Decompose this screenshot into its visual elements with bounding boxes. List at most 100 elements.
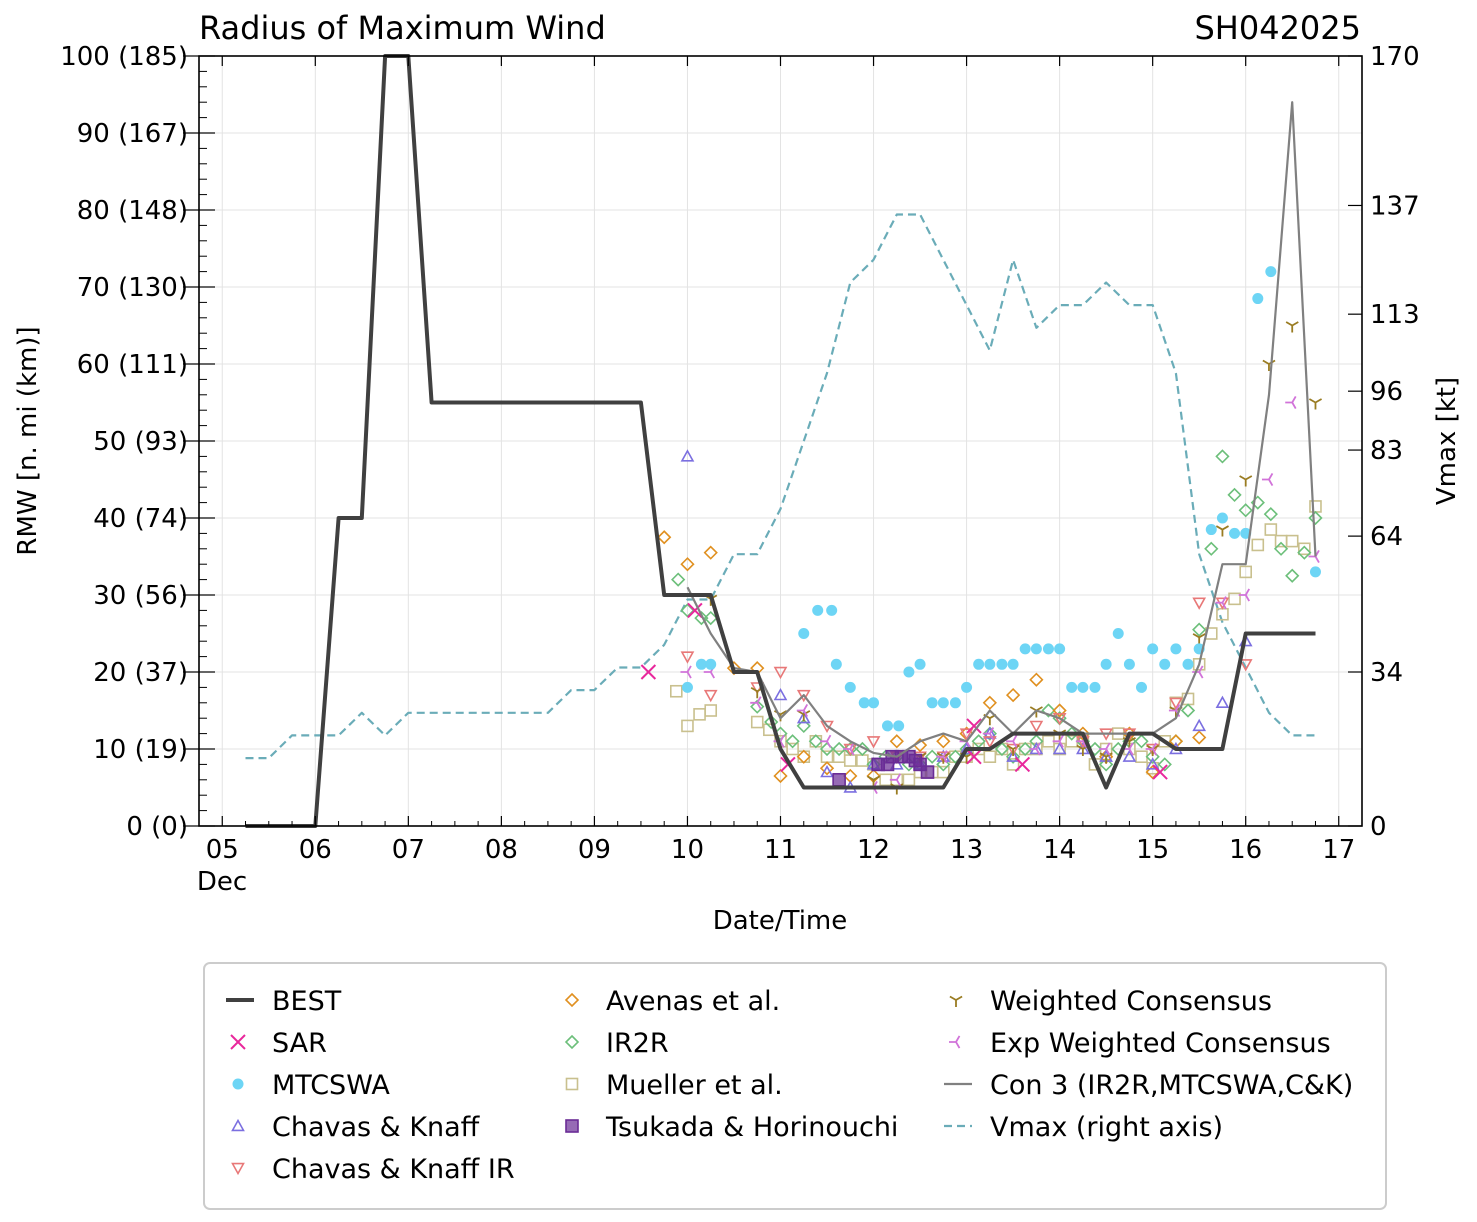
point-avenas-et-al: [1029, 672, 1044, 687]
point-avenas-et-al: [773, 768, 788, 784]
x-month-label: Dec: [197, 867, 247, 897]
legend-item-exp-weighted-consensus: Exp Weighted Consensus: [949, 1028, 1331, 1059]
point-chavas-knaff: [773, 687, 788, 701]
series-tsukada-horinouchi: [832, 749, 935, 787]
point-ir2r: [694, 610, 709, 626]
legend-swatch: [232, 1078, 244, 1090]
right-tick-label: 137: [1370, 191, 1420, 221]
y-tick-label: 90 (167): [77, 119, 188, 149]
point-weighted-consensus: [1192, 633, 1206, 645]
point-mtcswa: [914, 658, 926, 670]
point-mtcswa: [695, 658, 707, 670]
point-avenas-et-al: [1192, 730, 1207, 745]
legend-label: Vmax (right axis): [990, 1112, 1223, 1143]
point-ir2r: [925, 749, 940, 764]
legend-swatch: [231, 1118, 245, 1132]
point-ir2r: [1041, 703, 1056, 718]
legend-label: MTCSWA: [272, 1070, 390, 1101]
point-mtcswa: [1007, 658, 1019, 670]
point-mueller-et-al: [1228, 592, 1241, 606]
series-con-3-ir2r-mtcswa-c-k: [686, 101, 1317, 758]
point-chavas-knaff: [1215, 695, 1230, 708]
point-chavas-knaff-ir: [1238, 659, 1253, 672]
storm-id: SH042025: [1194, 9, 1361, 47]
point-exp-weighted-consensus: [680, 665, 692, 679]
point-avenas-et-al: [726, 661, 742, 676]
legend: BEST SAR MTCSWA Chavas & Knaff Chavas & Knaf…: [203, 962, 1387, 1210]
point-mtcswa: [1265, 266, 1277, 278]
legend-frame: [203, 962, 1387, 1210]
point-mtcswa: [1147, 643, 1159, 655]
point-mueller-et-al: [681, 719, 694, 733]
point-mtcswa: [949, 697, 961, 709]
point-chavas-knaff-ir: [1029, 720, 1044, 734]
legend-swatch: [564, 992, 580, 1008]
point-ir2r: [703, 610, 718, 626]
point-tsukada-horinouchi: [920, 765, 935, 779]
point-ir2r: [1192, 622, 1207, 637]
point-ir2r: [1273, 541, 1289, 556]
point-ir2r: [1005, 749, 1021, 764]
point-ir2r: [1180, 703, 1196, 718]
point-ir2r: [680, 603, 695, 618]
point-mtcswa: [1123, 658, 1135, 670]
point-chavas-knaff-ir: [866, 736, 881, 749]
point-mtcswa: [937, 697, 949, 709]
point-exp-weighted-consensus: [1261, 472, 1274, 487]
point-ir2r: [831, 741, 847, 757]
point-ir2r: [1087, 741, 1103, 757]
point-avenas-et-al: [680, 557, 695, 572]
point-mtcswa: [1309, 566, 1321, 578]
point-mtcswa: [1112, 628, 1124, 639]
chart-title: Radius of Maximum Wind: [199, 9, 606, 47]
point-exp-weighted-consensus: [1006, 734, 1018, 748]
point-chavas-knaff: [1122, 749, 1137, 762]
line-best: [245, 54, 1316, 828]
right-tick-label: 0: [1370, 812, 1387, 842]
point-mueller-et-al: [669, 684, 683, 698]
line-vmax-right-axis: [245, 213, 1316, 760]
x-tick-label: 08: [485, 835, 518, 865]
legend-label: Exp Weighted Consensus: [990, 1028, 1331, 1059]
point-mtcswa: [1252, 293, 1264, 305]
point-exp-weighted-consensus: [1238, 588, 1250, 602]
point-mueller-et-al: [983, 750, 997, 764]
legend-item-con-3-ir2r-mtcswa-c-k: Con 3 (IR2R,MTCSWA,C&K): [944, 1070, 1353, 1101]
x-tick-label: 07: [392, 835, 425, 865]
x-tick-label: 06: [299, 835, 332, 865]
point-ir2r: [1134, 734, 1149, 749]
point-chavas-knaff-ir: [680, 651, 695, 664]
point-mtcswa: [1100, 658, 1112, 670]
point-exp-weighted-consensus: [1099, 742, 1111, 756]
point-mueller-et-al: [786, 742, 799, 756]
point-ir2r: [1308, 510, 1323, 526]
point-ir2r: [1018, 741, 1033, 757]
point-exp-weighted-consensus: [1052, 734, 1064, 748]
point-weighted-consensus: [1308, 398, 1323, 410]
point-mtcswa: [984, 658, 996, 670]
point-avenas-et-al: [657, 530, 672, 545]
right-tick-label: 113: [1370, 300, 1420, 330]
point-mtcswa: [868, 697, 880, 709]
point-sar: [687, 602, 703, 619]
point-exp-weighted-consensus: [936, 750, 948, 764]
legend-swatch: [565, 1119, 579, 1133]
point-exp-weighted-consensus: [796, 703, 809, 718]
legend-item-mueller-et-al: Mueller et al.: [565, 1070, 783, 1101]
point-sar: [1014, 756, 1031, 773]
point-mtcswa: [996, 658, 1008, 670]
point-ir2r: [764, 714, 779, 730]
point-mtcswa: [1030, 643, 1042, 655]
point-mtcswa: [826, 604, 838, 616]
point-chavas-knaff: [680, 449, 695, 462]
legend-label: Tsukada & Horinouchi: [605, 1112, 898, 1143]
right-tick-label: 170: [1370, 42, 1420, 72]
point-chavas-knaff-ir: [796, 689, 811, 703]
point-mtcswa: [705, 658, 717, 670]
point-mtcswa: [1089, 681, 1101, 693]
y-tick-label: 60 (111): [77, 350, 188, 380]
point-ir2r: [1157, 757, 1172, 772]
point-exp-weighted-consensus: [1029, 742, 1041, 756]
point-exp-weighted-consensus: [1285, 395, 1297, 410]
